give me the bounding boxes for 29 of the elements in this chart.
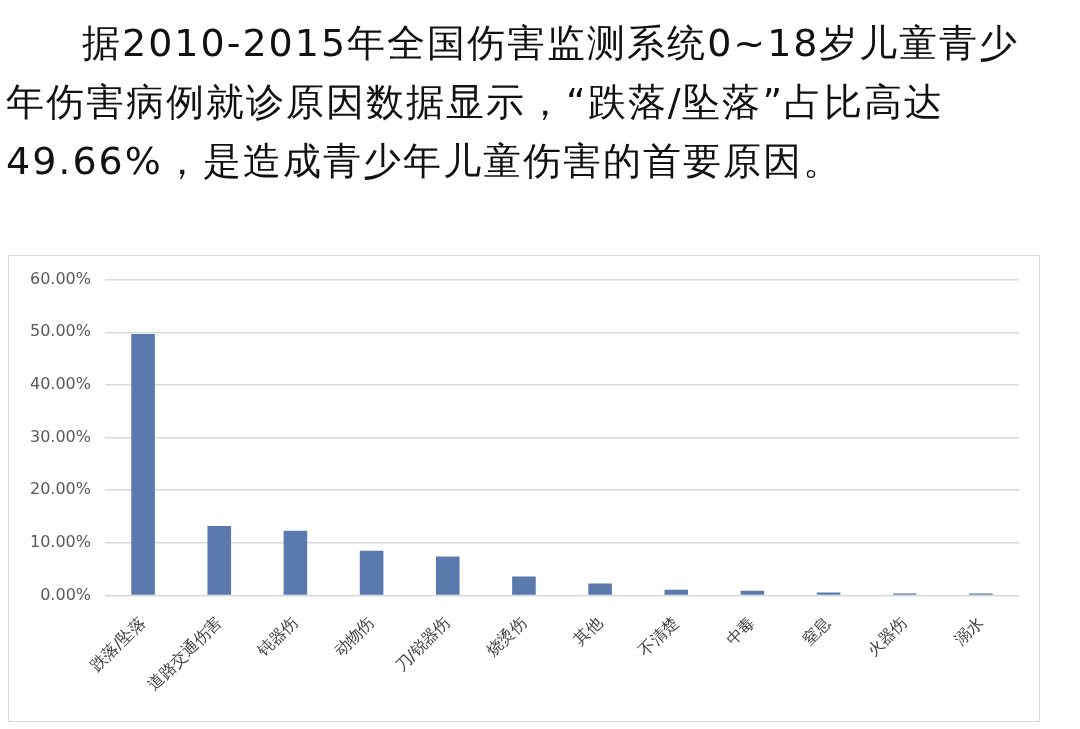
y-tick-label: 30.00%	[29, 426, 92, 446]
bar	[207, 526, 232, 595]
bar	[359, 550, 384, 595]
x-tick-label: 烧烫伤	[482, 612, 530, 661]
bar	[283, 530, 308, 595]
x-tick-label: 跌落/坠落	[86, 612, 149, 676]
y-tick-label: 40.00%	[29, 374, 92, 394]
x-tick-label: 不清楚	[634, 612, 683, 661]
y-tick-label: 50.00%	[29, 321, 92, 341]
x-tick-label: 动物伤	[329, 612, 378, 661]
bar	[435, 556, 460, 595]
bar	[512, 576, 536, 595]
bar	[816, 592, 841, 595]
bar	[131, 334, 155, 595]
x-tick-label: 溺水	[950, 612, 987, 649]
x-tick-label: 钝器伤	[253, 612, 302, 661]
bar	[588, 583, 612, 595]
y-tick-label: 20.00%	[29, 479, 92, 499]
x-tick-label: 中毒	[722, 612, 759, 649]
y-tick-label: 0.00%	[40, 584, 92, 604]
x-tick-label: 其他	[569, 612, 606, 649]
y-tick-label: 60.00%	[29, 268, 92, 288]
chart-title: 据2010-2015年全国伤害监测系统0~18岁儿童青少年伤害病例就诊原因数据显示，“跌落/坠落”占比高达49.66%，是造成青少年儿童伤害的首要原因。	[6, 20, 1021, 185]
x-tick-label: 刀/锐器伤	[391, 612, 454, 676]
bar	[664, 589, 689, 595]
x-tick-label: 火器伤	[863, 612, 911, 661]
bar	[740, 590, 765, 595]
x-tick-label: 窒息	[798, 612, 835, 649]
y-tick-label: 10.00%	[29, 532, 92, 552]
